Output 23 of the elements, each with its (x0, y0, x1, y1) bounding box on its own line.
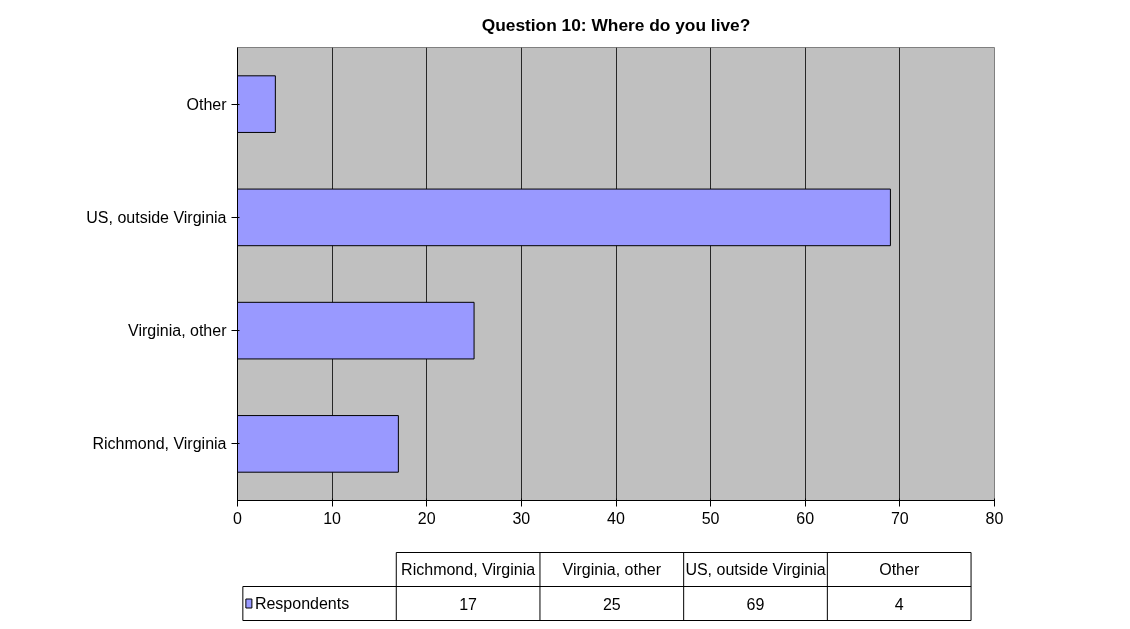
y-tick-label: Other (186, 95, 228, 113)
legend-label: Respondents (254, 595, 350, 612)
text: 25 (602, 595, 621, 613)
text: 69 (746, 595, 765, 613)
y-tick-label: Richmond, Virginia (92, 435, 227, 453)
text: 17 (459, 595, 478, 613)
category-label: Virginia, other (562, 561, 662, 578)
text: 4 (894, 595, 904, 613)
category-label: Other (879, 561, 920, 578)
category-label: US, outside Virginia (685, 561, 826, 578)
x-tick-label: 10 (323, 509, 342, 527)
chart-title: Question 10: Where do you live? (481, 15, 751, 35)
x-tick-label: 0 (233, 509, 243, 527)
x-tick-label: 40 (607, 509, 625, 527)
x-tick-label: 50 (701, 509, 720, 527)
y-tick-label: Virginia, other (128, 322, 228, 340)
x-tick-label: 70 (890, 509, 909, 527)
x-tick-label: 30 (512, 509, 531, 527)
x-tick-label: 60 (796, 509, 815, 527)
x-tick-label: 80 (985, 509, 1004, 527)
y-tick-label: US, outside Virginia (86, 208, 227, 226)
category-label: Richmond, Virginia (401, 561, 536, 578)
x-tick-label: 20 (417, 509, 436, 527)
